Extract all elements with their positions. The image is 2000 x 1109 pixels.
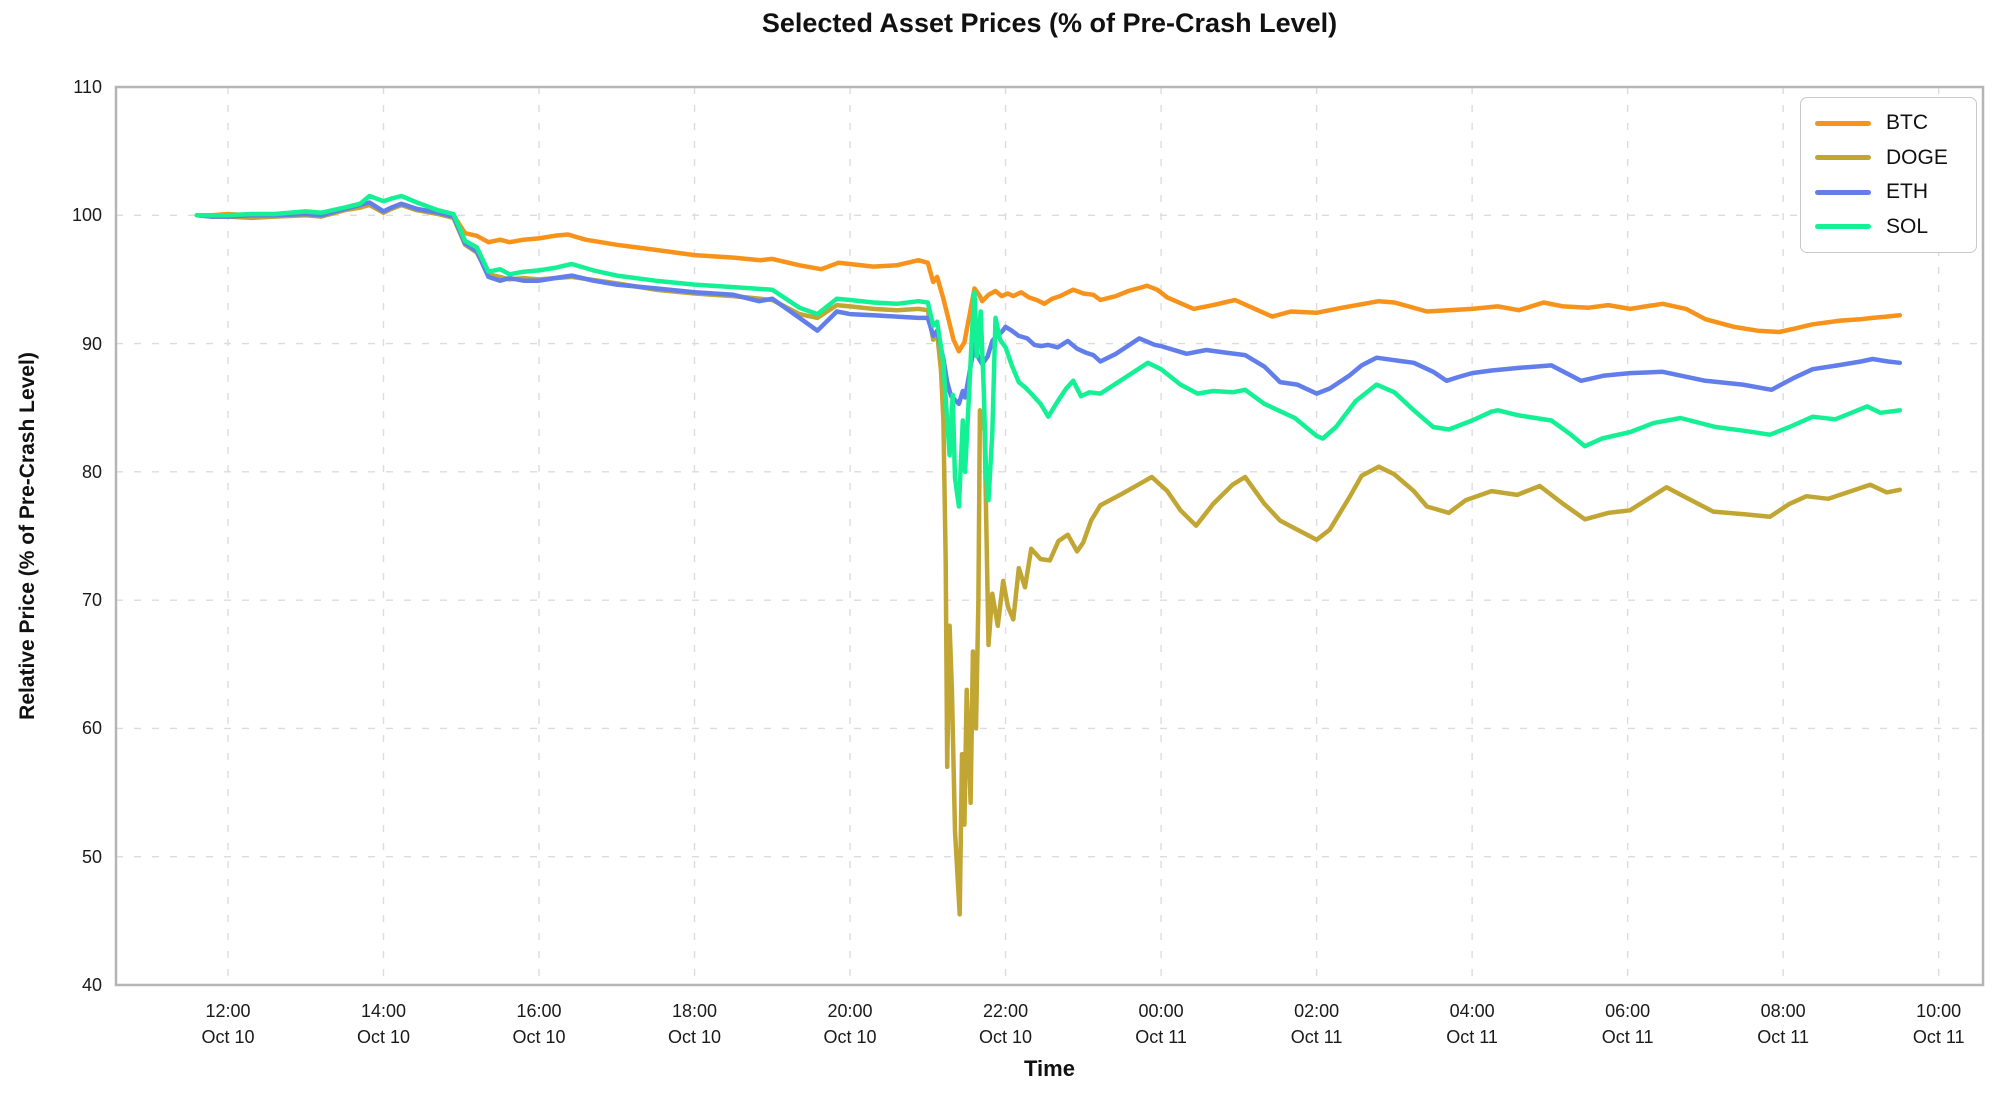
legend-label-eth: ETH: [1886, 180, 1928, 204]
legend-line-swatch-sol: [1815, 224, 1871, 230]
x-tick-date: Oct 11: [1601, 1027, 1654, 1047]
x-tick-date: Oct 11: [1446, 1027, 1498, 1047]
y-tick-label: 110: [73, 77, 102, 97]
series-line-sol: [194, 193, 1903, 509]
chart-title: Selected Asset Prices (% of Pre-Crash Le…: [761, 8, 1338, 38]
legend-line-swatch-doge: [1815, 155, 1871, 161]
x-tick-time: 16:00: [516, 1001, 562, 1021]
x-tick-time: 06:00: [1605, 1001, 1651, 1021]
x-tick-label: 02:00 Oct 11: [1257, 998, 1377, 1050]
series-line-btc: [194, 201, 1903, 354]
y-tick-label: 70: [81, 590, 102, 611]
series-line-eth: [194, 200, 1903, 407]
legend-line-swatch-btc: [1815, 120, 1871, 126]
x-tick-label: 18:00 Oct 10: [635, 998, 755, 1050]
legend-item-btc: BTC: [1801, 111, 1976, 135]
y-tick-label: 80: [81, 461, 102, 482]
x-tick-label: 08:00 Oct 11: [1723, 998, 1843, 1050]
x-tick-time: 18:00: [671, 1001, 718, 1021]
x-tick-label: 14:00 Oct 10: [323, 998, 443, 1050]
x-tick-label: 22:00 Oct 10: [946, 998, 1066, 1050]
x-tick-time: 02:00: [1294, 1001, 1340, 1021]
x-tick-time: 20:00: [827, 1001, 873, 1021]
x-tick-label: 06:00 Oct 11: [1568, 998, 1688, 1050]
x-tick-date: Oct 11: [1757, 1027, 1809, 1047]
x-tick-label: 12:00 Oct 10: [168, 998, 288, 1050]
x-tick-date: Oct 10: [668, 1027, 722, 1047]
legend-label-doge: DOGE: [1886, 145, 1948, 169]
x-tick-time: 22:00: [983, 1001, 1029, 1021]
x-tick-time: 04:00: [1449, 1001, 1495, 1021]
y-tick-label: 40: [81, 975, 102, 995]
legend-item-doge: DOGE: [1801, 146, 1976, 170]
legend-item-eth: ETH: [1801, 180, 1976, 204]
series-line-doge: [194, 202, 1903, 917]
x-tick-date: Oct 10: [512, 1027, 566, 1047]
legend-label-btc: BTC: [1886, 111, 1928, 135]
legend: BTC DOGE ETH SOL: [1800, 97, 1977, 253]
x-tick-date: Oct 11: [1912, 1027, 1965, 1047]
x-tick-date: Oct 10: [356, 1027, 410, 1047]
x-tick-label: 04:00 Oct 11: [1412, 998, 1532, 1050]
x-tick-label: 16:00 Oct 10: [479, 998, 599, 1050]
legend-item-sol: SOL: [1801, 215, 1976, 239]
x-tick-date: Oct 11: [1135, 1027, 1187, 1047]
x-tick-time: 08:00: [1760, 1001, 1806, 1021]
x-tick-time: 14:00: [360, 1001, 406, 1021]
x-tick-time: 10:00: [1916, 1001, 1962, 1021]
y-tick-label: 50: [81, 846, 102, 867]
y-tick-label: 60: [81, 718, 102, 739]
x-tick-label: 00:00 Oct 11: [1101, 998, 1221, 1050]
y-tick-label: 90: [81, 333, 102, 354]
x-tick-label: 10:00 Oct 11: [1879, 998, 1999, 1050]
x-tick-date: Oct 10: [979, 1027, 1033, 1047]
plot-border: [114, 85, 1985, 987]
y-tick-label: 100: [71, 205, 102, 226]
x-tick-date: Oct 11: [1290, 1027, 1343, 1047]
x-axis-label: Time: [1024, 1056, 1075, 1081]
x-tick-time: 12:00: [205, 1001, 251, 1021]
legend-label-sol: SOL: [1886, 214, 1929, 238]
x-tick-date: Oct 10: [823, 1027, 877, 1047]
x-tick-date: Oct 10: [201, 1027, 255, 1047]
legend-line-swatch-eth: [1815, 189, 1871, 195]
x-tick-label: 20:00 Oct 10: [790, 998, 910, 1050]
x-tick-time: 00:00: [1138, 1001, 1184, 1021]
